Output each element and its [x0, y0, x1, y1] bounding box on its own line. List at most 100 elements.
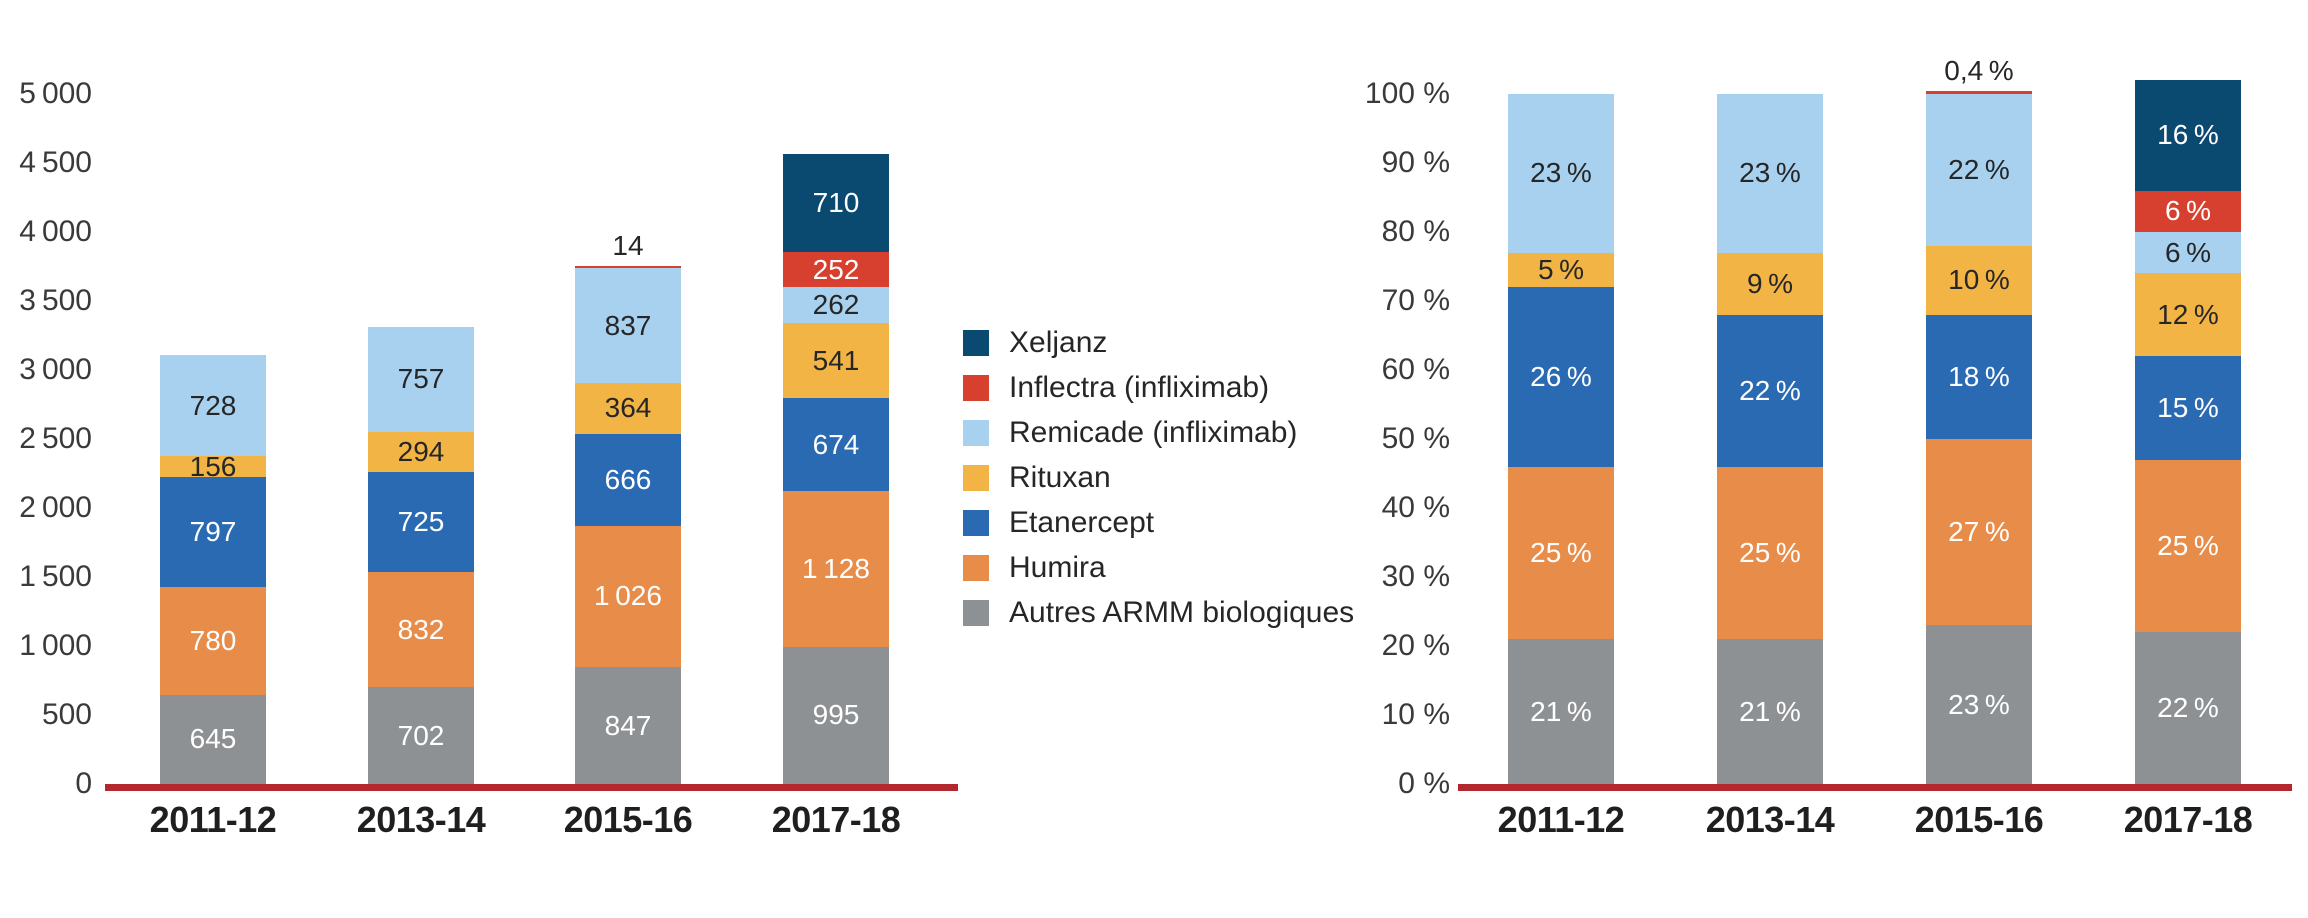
bar-value-label: 12 %: [2157, 298, 2219, 330]
y-tick-label: 20 %: [1381, 629, 1450, 662]
x-category-label: 2011-12: [149, 799, 277, 840]
bar-value-label: 25 %: [1739, 536, 1801, 568]
bar-segment: 674: [783, 398, 889, 491]
bar-value-label: 22 %: [1739, 374, 1801, 406]
bar-value-label-outside: 14: [612, 229, 644, 261]
bar-segment: 6 %: [2135, 190, 2241, 232]
bar-value-label: 728: [189, 389, 237, 421]
bar-value-label: 797: [189, 516, 237, 548]
bar-segment: [1926, 91, 2032, 94]
bar-value-label: 725: [397, 506, 445, 538]
bar-value-label: 27 %: [1948, 516, 2010, 548]
bar-segment: 21 %: [1717, 639, 1823, 784]
bar-value-label: 995: [812, 699, 860, 731]
zero-baseline: [105, 784, 958, 791]
bar-value-label: 23 %: [1948, 688, 2010, 720]
bar-value-label: 23 %: [1739, 157, 1801, 189]
bar-value-label: 21 %: [1739, 695, 1801, 727]
bar-value-label: 25 %: [2157, 529, 2219, 561]
legend-item: Remicade (infliximab): [963, 417, 1354, 449]
bar-value-label: 15 %: [2157, 391, 2219, 423]
bar-segment: 25 %: [1508, 466, 1614, 640]
bar-value-label: 645: [189, 723, 237, 755]
bar-segment: 15 %: [2135, 356, 2241, 460]
bar-segment: 27 %: [1926, 439, 2032, 626]
bar-segment: 847: [575, 667, 681, 784]
y-tick-label: 50 %: [1381, 422, 1450, 455]
x-category-label: 2017-18: [771, 799, 901, 840]
bar-segment: 22 %: [1717, 314, 1823, 467]
bar-segment: 364: [575, 383, 681, 434]
bar-segment: 21 %: [1508, 639, 1614, 784]
bar-value-label: 674: [812, 428, 860, 460]
bar-value-label: 847: [604, 709, 652, 741]
legend-label: Inflectra (infliximab): [1009, 371, 1270, 404]
bar-segment: 23 %: [1926, 625, 2032, 784]
x-category-label: 2011-12: [1497, 799, 1625, 840]
legend-label: Rituxan: [1009, 461, 1111, 494]
bar-value-label: 6 %: [2164, 236, 2212, 268]
bar-value-label: 710: [812, 187, 860, 219]
legend-swatch: [963, 600, 989, 626]
bar-value-label: 1 026: [594, 580, 662, 612]
bar-segment: [575, 265, 681, 268]
bar-segment: 22 %: [1926, 94, 2032, 246]
bar-value-label: 6 %: [2164, 195, 2212, 227]
y-tick-label: 100 %: [1364, 77, 1450, 110]
bar-value-label: 22 %: [2157, 692, 2219, 724]
y-tick-label: 5 000: [19, 77, 92, 110]
bar-value-label: 252: [812, 253, 860, 285]
bar-value-label: 23 %: [1530, 157, 1592, 189]
y-tick-label: 2 500: [19, 422, 92, 455]
bar-value-label: 702: [397, 719, 445, 751]
x-category-label: 2015-16: [1914, 799, 2044, 840]
bar-segment: 18 %: [1926, 314, 2032, 439]
bar-segment: 797: [160, 477, 266, 588]
legend-item: Humira: [963, 552, 1354, 584]
legend-label: Xeljanz: [1009, 326, 1108, 359]
y-tick-label: 3 500: [19, 284, 92, 317]
y-tick-label: 60 %: [1381, 353, 1450, 386]
bar-segment: 780: [160, 587, 266, 695]
y-tick-label: 3 000: [19, 353, 92, 386]
legend-item: Etanercept: [963, 507, 1354, 539]
bar-segment: 728: [160, 355, 266, 456]
y-tick-label: 4 500: [19, 146, 92, 179]
bar-value-label: 541: [812, 344, 860, 376]
bar-segment: 25 %: [1717, 466, 1823, 640]
chart-legend: Xeljanz Inflectra (infliximab) Remicade (i…: [963, 326, 1354, 629]
y-tick-label: 80 %: [1381, 215, 1450, 248]
bar-segment: 9 %: [1717, 252, 1823, 315]
legend-swatch: [963, 555, 989, 581]
bar-value-label: 5 %: [1537, 253, 1585, 285]
y-tick-label: 10 %: [1381, 698, 1450, 731]
y-tick-label: 30 %: [1381, 560, 1450, 593]
bar-value-label: 25 %: [1530, 536, 1592, 568]
bar-segment: 541: [783, 323, 889, 398]
bar-segment: 645: [160, 694, 266, 784]
bar-segment: 832: [368, 572, 474, 688]
x-category-label: 2017-18: [2123, 799, 2253, 840]
bar-segment: 710: [783, 154, 889, 253]
bar-value-label: 262: [812, 289, 860, 321]
bar-value-label: 16 %: [2157, 119, 2219, 151]
bar-segment: 6 %: [2135, 232, 2241, 274]
y-tick-label: 4 000: [19, 215, 92, 248]
bar-value-label: 364: [604, 392, 652, 424]
bar-segment: 757: [368, 327, 474, 432]
bar-value-label: 9 %: [1746, 267, 1794, 299]
bar-segment: 23 %: [1508, 94, 1614, 253]
bar-segment: 26 %: [1508, 287, 1614, 467]
legend-swatch: [963, 510, 989, 536]
x-category-label: 2015-16: [563, 799, 693, 840]
bar-segment: 23 %: [1717, 94, 1823, 253]
bar-value-label: 156: [189, 450, 237, 482]
bar-segment: 156: [160, 451, 266, 481]
bar-segment: 666: [575, 433, 681, 526]
legend-swatch: [963, 420, 989, 446]
bar-value-label: 757: [397, 363, 445, 395]
bar-segment: 252: [783, 252, 889, 288]
legend-swatch: [963, 330, 989, 356]
